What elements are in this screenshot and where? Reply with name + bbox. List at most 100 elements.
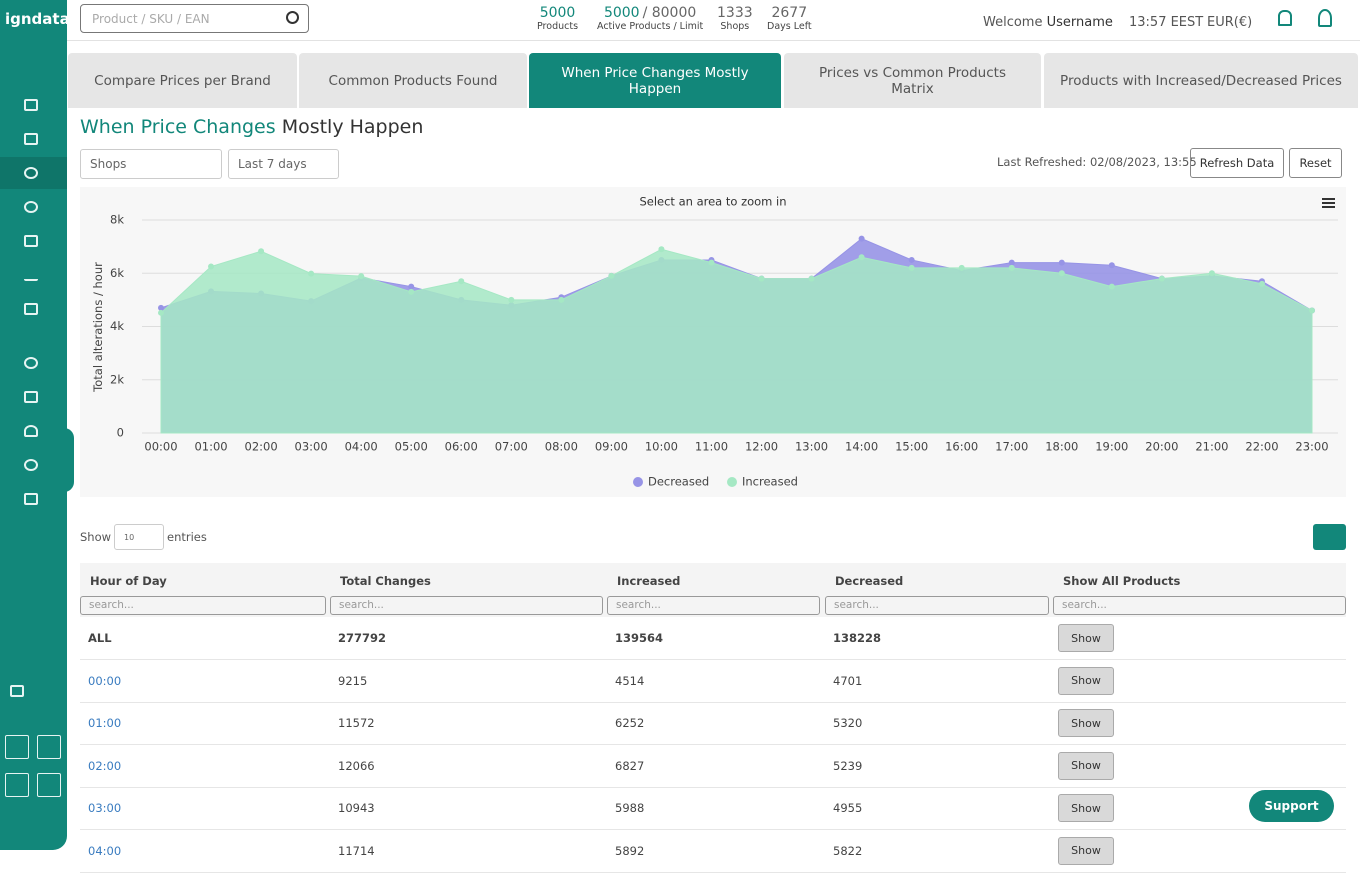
page-size-select[interactable]: 10 (114, 524, 164, 550)
column-header[interactable]: Total Changes (340, 574, 431, 588)
cell: 277792 (338, 631, 387, 645)
point (458, 278, 465, 285)
column-search[interactable]: search... (80, 596, 326, 615)
nav-icon[interactable] (24, 99, 38, 111)
reset-button[interactable]: Reset (1289, 148, 1342, 178)
row-divider (80, 744, 1346, 745)
point (208, 263, 215, 270)
nav-icon[interactable] (24, 201, 38, 213)
chart: Select an area to zoom in Total alterati… (80, 187, 1346, 497)
column-search[interactable]: search... (1053, 596, 1346, 615)
sidebar: igndata (0, 0, 74, 850)
cell[interactable]: 00:00 (88, 673, 122, 688)
column-header[interactable]: Increased (617, 574, 681, 588)
stat-label: Products (537, 21, 579, 32)
entries-label: entries (167, 530, 207, 544)
point (908, 264, 915, 271)
y-tick-label: 8k (110, 213, 124, 227)
tab[interactable]: Prices vs Common Products Matrix (784, 53, 1041, 108)
tab[interactable]: Common Products Found (299, 53, 527, 108)
x-tick-label: 16:00 (945, 440, 978, 454)
cell[interactable]: 01:00 (88, 716, 122, 730)
nav-icon[interactable] (24, 303, 38, 315)
point (1008, 259, 1015, 266)
search-icon[interactable] (286, 11, 299, 24)
column-search[interactable]: search... (825, 596, 1049, 615)
menu-icon[interactable] (1322, 198, 1335, 208)
filter-label: Last 7 days (238, 157, 307, 171)
profile[interactable] (1318, 9, 1332, 27)
x-tick-label: 04:00 (345, 440, 378, 454)
show-button[interactable]: Show (1058, 666, 1114, 695)
nav-icon[interactable] (24, 133, 38, 145)
x-tick-label: 22:00 (1245, 440, 1278, 454)
linkedin[interactable] (37, 735, 61, 759)
column-search[interactable]: search... (330, 596, 603, 615)
point (158, 309, 164, 316)
nav-icon[interactable] (24, 425, 38, 437)
x-tick-label: 13:00 (795, 440, 828, 454)
notifications[interactable] (1278, 10, 1292, 26)
refresh-button[interactable]: Refresh Data (1190, 148, 1284, 178)
support-button[interactable]: Support (1249, 790, 1334, 822)
cell: ALL (88, 631, 112, 645)
stat: 5000 Products (537, 5, 578, 32)
tab[interactable]: Compare Prices per Brand (68, 53, 297, 108)
stat: 1333 Shops (717, 5, 753, 32)
stat: 2677 Days Left (767, 5, 812, 32)
period-filter[interactable]: Last 7 days (228, 149, 339, 179)
cell[interactable]: 03:00 (88, 801, 122, 815)
column-header[interactable]: Decreased (835, 574, 904, 588)
legend-label: Increased (742, 475, 798, 489)
stat-value: 5000 (603, 5, 640, 21)
cell: 5239 (833, 758, 863, 773)
x-tick-label: 15:00 (895, 440, 928, 454)
nav-icon[interactable] (24, 391, 38, 403)
column-header[interactable]: Hour of Day (90, 574, 167, 588)
nav-active[interactable] (0, 157, 67, 189)
cell[interactable]: 04:00 (88, 843, 122, 858)
x-tick-label: 17:00 (995, 440, 1028, 454)
search-box[interactable]: Product / SKU / EAN (80, 4, 309, 33)
instagram[interactable] (5, 773, 29, 797)
nav-icon[interactable] (24, 235, 38, 247)
nav-icon[interactable] (24, 459, 38, 471)
language-icon[interactable] (10, 685, 24, 697)
point (308, 270, 315, 277)
point (608, 272, 615, 279)
nav-icon[interactable] (24, 493, 38, 505)
row-divider (80, 701, 1346, 703)
facebook[interactable] (5, 735, 29, 759)
cell: 11714 (338, 843, 375, 858)
column-header[interactable]: Show All Products (1063, 574, 1181, 588)
point (858, 254, 865, 261)
y-tick-label: 0 (117, 426, 124, 440)
currency[interactable]: EUR(€) (1207, 15, 1253, 30)
show-button[interactable]: Show (1058, 836, 1114, 865)
tab[interactable]: Products with Increased/Decreased Prices (1044, 53, 1358, 108)
nav-icon[interactable] (24, 269, 38, 281)
cell: 4955 (833, 801, 863, 815)
point (1108, 262, 1115, 269)
column-search[interactable]: search... (607, 596, 820, 615)
point (1258, 280, 1265, 287)
cell: 5822 (833, 843, 863, 858)
cell: 12066 (338, 758, 375, 773)
shops-filter[interactable]: Shops (80, 149, 222, 179)
stat-value: 1333 (717, 5, 753, 21)
show-button[interactable]: Show (1058, 624, 1114, 652)
download-button[interactable] (1313, 524, 1346, 550)
cell[interactable]: 02:00 (88, 758, 122, 773)
tab[interactable]: When Price Changes Mostly Happen (529, 53, 781, 108)
point (708, 259, 715, 266)
cell: 139564 (615, 631, 664, 645)
show-button[interactable]: Show (1058, 794, 1114, 822)
collapse-toggle[interactable] (60, 428, 74, 492)
cell: 11572 (338, 716, 375, 730)
nav-icon[interactable] (24, 357, 38, 369)
tiktok[interactable] (37, 773, 61, 797)
cell: 4701 (833, 673, 863, 688)
show-button[interactable]: Show (1058, 709, 1114, 737)
show-button[interactable]: Show (1058, 751, 1114, 780)
